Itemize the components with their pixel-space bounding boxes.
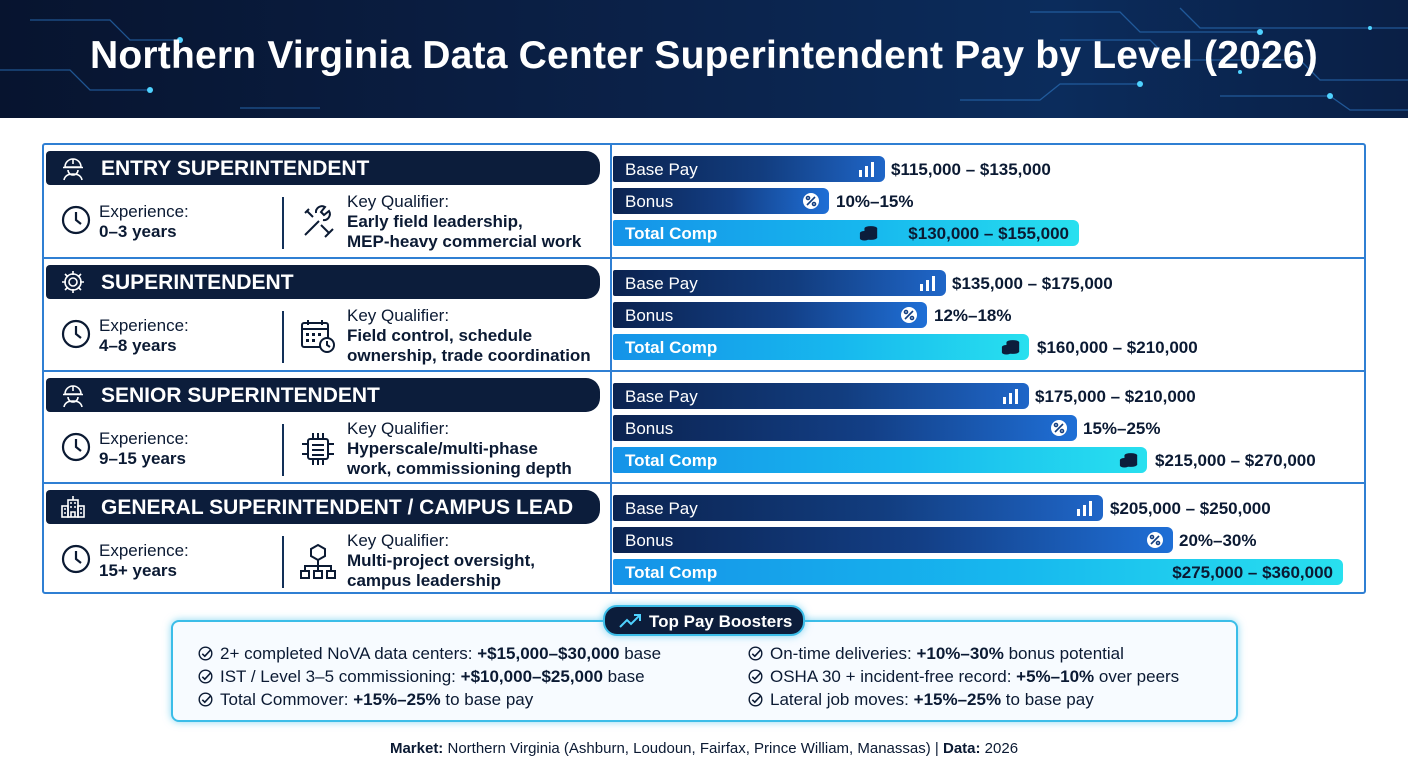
booster-item: IST / Level 3–5 commissioning: +$10,000–… — [198, 667, 645, 687]
pay-boosters-box: 2+ completed NoVA data centers: +$15,000… — [171, 620, 1238, 722]
cell-separator — [282, 536, 284, 588]
worker-helmet-icon — [63, 385, 83, 408]
bonus-value: 20%–30% — [1179, 531, 1257, 550]
base-pay-value: $115,000 – $135,000 — [891, 160, 1051, 179]
page-title: Northern Virginia Data Center Superinten… — [90, 34, 1318, 77]
booster-item: Lateral job moves: +15%–25% to base pay — [748, 690, 1094, 710]
org-chart-icon — [300, 543, 336, 579]
base-pay-value: $175,000 – $210,000 — [1035, 387, 1196, 406]
total-comp-bar: Total Comp — [613, 334, 1029, 360]
cell-separator — [282, 311, 284, 363]
coins-icon — [859, 226, 878, 241]
level-row-entry: ENTRY SUPERINTENDENT Experience: 0–3 yea… — [44, 145, 1364, 257]
key-qualifier-value: Hyperscale/multi-phase work, commissionin… — [347, 439, 572, 478]
level-title: SENIOR SUPERINTENDENT — [101, 384, 380, 407]
clock-icon — [61, 205, 91, 235]
worker-helmet-icon — [63, 158, 83, 181]
clock-icon — [61, 432, 91, 462]
level-title: GENERAL SUPERINTENDENT / CAMPUS LEAD — [101, 496, 574, 519]
percent-icon — [1147, 532, 1163, 548]
campus-building-icon — [61, 496, 85, 518]
base-pay-bar: Base Pay — [613, 383, 1029, 409]
base-pay-bar: Base Pay — [613, 156, 885, 182]
key-qualifier-value: Field control, schedule ownership, trade … — [347, 326, 591, 365]
coins-icon — [1119, 453, 1138, 468]
booster-item: On-time deliveries: +10%–30% bonus poten… — [748, 644, 1124, 664]
experience-value: 4–8 years — [99, 336, 177, 355]
booster-item: 2+ completed NoVA data centers: +$15,000… — [198, 644, 661, 664]
experience-value: 0–3 years — [99, 222, 177, 241]
key-qualifier-value: Early field leadership, MEP-heavy commerc… — [347, 212, 582, 251]
check-circle-icon — [198, 646, 213, 661]
booster-item: Total Commover: +15%–25% to base pay — [198, 690, 533, 710]
check-circle-icon — [748, 646, 763, 661]
levels-panel: ENTRY SUPERINTENDENT Experience: 0–3 yea… — [42, 143, 1366, 594]
pay-boosters-title-pill: Top Pay Boosters — [603, 605, 805, 636]
trending-up-icon — [619, 614, 641, 628]
circuit-background-graphic — [0, 7, 1408, 111]
check-circle-icon — [198, 669, 213, 684]
total-comp-bar: Total Comp $130,000 – $155,000 — [613, 220, 1079, 246]
bar-chart-icon — [920, 276, 935, 291]
bonus-bar: Bonus — [613, 302, 927, 328]
check-circle-icon — [748, 669, 763, 684]
booster-item: OSHA 30 + incident-free record: +5%–10% … — [748, 667, 1179, 687]
experience-value: 9–15 years — [99, 449, 186, 468]
total-comp-value: $215,000 – $270,000 — [1155, 451, 1316, 470]
pay-boosters-title: Top Pay Boosters — [649, 612, 793, 631]
bonus-value: 12%–18% — [934, 306, 1012, 325]
check-circle-icon — [748, 692, 763, 707]
bar-chart-icon — [1003, 389, 1018, 404]
bar-chart-icon — [1077, 501, 1092, 516]
percent-icon — [1051, 420, 1067, 436]
bonus-bar: Bonus — [613, 527, 1173, 553]
tools-icon — [304, 205, 334, 238]
total-comp-bar: Total Comp $275,000 – $360,000 — [613, 559, 1343, 585]
percent-icon — [803, 193, 819, 209]
level-row-senior: SENIOR SUPERINTENDENT Experience: 9–15 y… — [44, 370, 1364, 482]
clock-icon — [61, 544, 91, 574]
server-chip-icon — [302, 433, 334, 465]
total-comp-bar: Total Comp — [613, 447, 1147, 473]
level-row-superintendent: SUPERINTENDENT Experience: 4–8 years Key… — [44, 257, 1364, 369]
key-qualifier-label: Key Qualifier: — [347, 192, 450, 211]
bonus-value: 15%–25% — [1083, 419, 1161, 438]
key-qualifier-label: Key Qualifier: — [347, 419, 450, 438]
experience-label: Experience: — [99, 429, 189, 448]
gear-icon — [62, 271, 84, 293]
cell-separator — [282, 197, 284, 249]
bar-chart-icon — [859, 162, 874, 177]
panel-divider — [610, 145, 612, 592]
level-title: SUPERINTENDENT — [101, 271, 294, 294]
level-header: ENTRY SUPERINTENDENT — [46, 151, 600, 185]
cell-separator — [282, 424, 284, 476]
experience-label: Experience: — [99, 316, 189, 335]
level-row-general: GENERAL SUPERINTENDENT / CAMPUS LEAD Exp… — [44, 482, 1364, 594]
bonus-bar: Bonus — [613, 188, 829, 214]
level-title: ENTRY SUPERINTENDENT — [101, 157, 370, 180]
level-header: SENIOR SUPERINTENDENT — [46, 378, 600, 412]
calendar-clock-icon — [301, 320, 335, 353]
base-pay-value: $135,000 – $175,000 — [952, 274, 1113, 293]
bonus-bar: Bonus — [613, 415, 1077, 441]
experience-value: 15+ years — [99, 561, 177, 580]
experience-label: Experience: — [99, 541, 189, 560]
level-header: GENERAL SUPERINTENDENT / CAMPUS LEAD — [46, 490, 600, 524]
header-banner: Northern Virginia Data Center Superinten… — [0, 0, 1408, 118]
base-pay-bar: Base Pay — [613, 495, 1103, 521]
key-qualifier-label: Key Qualifier: — [347, 531, 450, 550]
total-comp-value: $160,000 – $210,000 — [1037, 338, 1198, 357]
key-qualifier-label: Key Qualifier: — [347, 306, 450, 325]
base-pay-bar: Base Pay — [613, 270, 946, 296]
base-pay-value: $205,000 – $250,000 — [1110, 499, 1271, 518]
bonus-value: 10%–15% — [836, 192, 914, 211]
percent-icon — [901, 307, 917, 323]
coins-icon — [1001, 340, 1020, 355]
experience-label: Experience: — [99, 202, 189, 221]
footer-source: Market: Northern Virginia (Ashburn, Loud… — [389, 740, 1019, 757]
key-qualifier-value: Multi-project oversight, campus leadershi… — [347, 551, 535, 590]
check-circle-icon — [198, 692, 213, 707]
level-header: SUPERINTENDENT — [46, 265, 600, 299]
clock-icon — [61, 319, 91, 349]
